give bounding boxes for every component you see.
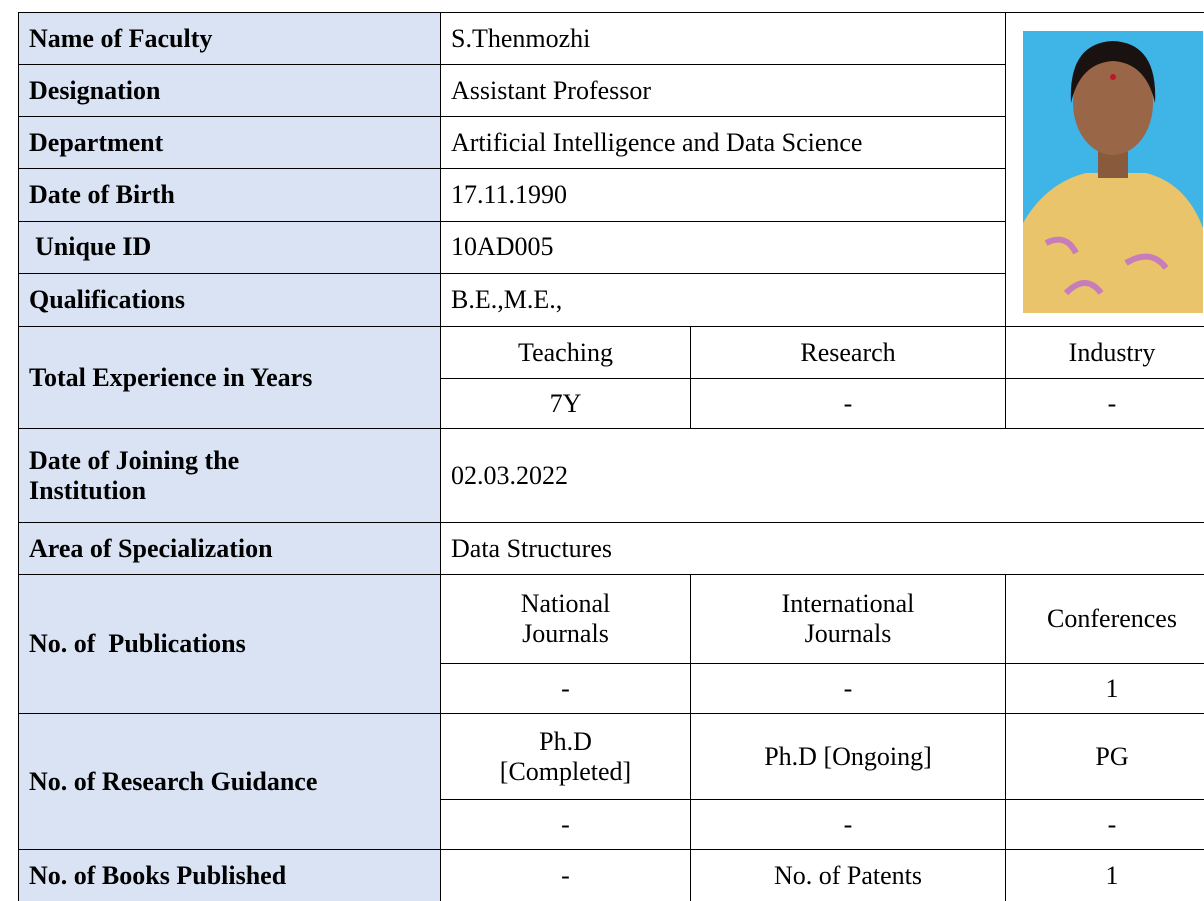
photo-cell (1005, 12, 1204, 327)
faculty-table: Name of Faculty S.Thenmozhi Designation A… (18, 11, 1204, 901)
patents-value: 1 (1005, 849, 1204, 901)
guidance-header: Ph.D [Completed] (440, 713, 691, 800)
publications-header: Conferences (1005, 574, 1204, 664)
specialization-value: Data Structures (440, 522, 1204, 575)
experience-header: Research (690, 326, 1006, 379)
publications-header: National Journals (440, 574, 691, 664)
field-value: S.Thenmozhi (440, 11, 1006, 66)
guidance-header: PG (1005, 713, 1204, 800)
field-label: Unique ID (18, 220, 441, 274)
guidance-value: - (440, 799, 691, 850)
field-label: Qualifications (18, 272, 441, 328)
experience-value: - (690, 378, 1006, 429)
publications-label: No. of Publications (18, 574, 441, 714)
experience-value: - (1005, 378, 1204, 429)
guidance-label: No. of Research Guidance (18, 713, 441, 850)
joining-label-text: Date of Joining the Institution (29, 445, 240, 505)
field-value: 17.11.1990 (440, 168, 1006, 222)
publications-value: - (440, 663, 691, 714)
field-label: Date of Birth (18, 168, 441, 222)
experience-header: Teaching (440, 326, 691, 379)
header-text: National Journals (520, 589, 611, 648)
header-text: Ph.D [Completed] (499, 726, 632, 786)
field-value: B.E.,M.E., (440, 272, 1006, 328)
specialization-label: Area of Specialization (18, 522, 441, 575)
experience-header: Industry (1005, 326, 1204, 379)
joining-value: 02.03.2022 (440, 428, 1204, 523)
patents-label: No. of Patents (690, 849, 1006, 901)
experience-value: 7Y (440, 378, 691, 429)
guidance-value: - (690, 799, 1006, 850)
field-value: Artificial Intelligence and Data Science (440, 116, 1006, 170)
guidance-value: - (1005, 799, 1204, 850)
field-label: Designation (18, 64, 441, 118)
experience-label: Total Experience in Years (18, 326, 441, 429)
photo (1023, 31, 1203, 313)
publications-value: - (690, 663, 1006, 714)
field-value: Assistant Professor (440, 64, 1006, 118)
publications-value: 1 (1005, 663, 1204, 714)
field-label: Department (18, 116, 441, 170)
books-label: No. of Books Published (18, 849, 441, 901)
field-label: Name of Faculty (18, 11, 441, 66)
guidance-header: Ph.D [Ongoing] (690, 713, 1006, 800)
table-body: Name of Faculty S.Thenmozhi Designation A… (18, 11, 1204, 901)
header-text: International Journals (781, 589, 915, 648)
field-value: 10AD005 (440, 220, 1006, 274)
publications-header: International Journals (690, 574, 1006, 664)
joining-label: Date of Joining the Institution (18, 428, 441, 523)
books-value: - (440, 849, 691, 901)
